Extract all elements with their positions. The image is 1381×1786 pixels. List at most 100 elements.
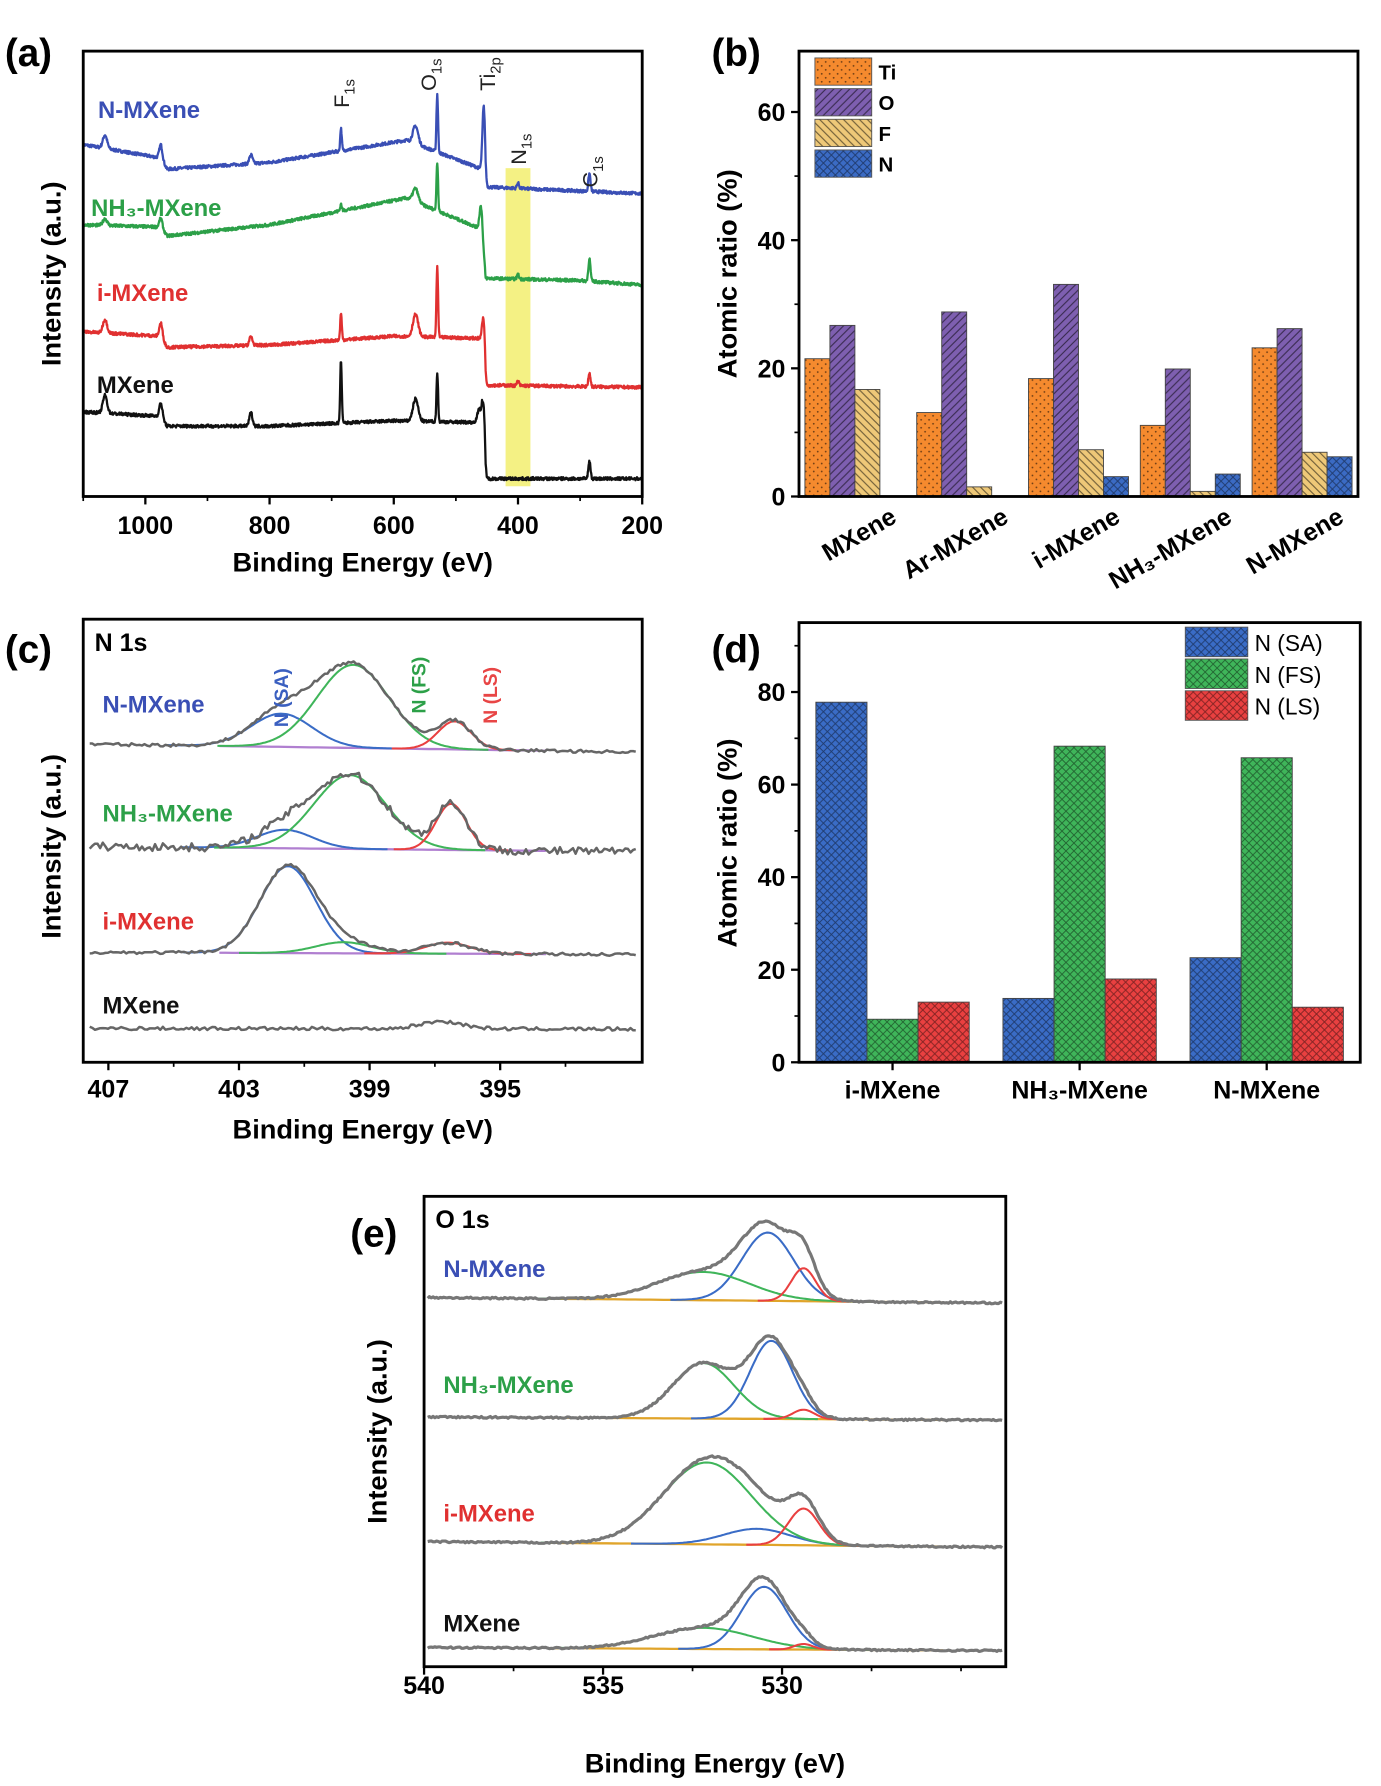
bar-n-fs--1	[1053, 745, 1106, 1063]
panel-label-e: (e)	[350, 1212, 397, 1255]
peak-annotation-element: C	[577, 172, 602, 188]
peak-annotation-orbital: 1s	[520, 134, 536, 150]
legend-swatch	[814, 118, 873, 148]
fit-component-line-2	[757, 1267, 849, 1303]
spectrum-line-2	[427, 1454, 1004, 1550]
legend-label: N (LS)	[1255, 694, 1321, 720]
bar-f-1	[966, 486, 993, 497]
fitted-spectrum-2-plot-frame	[81, 617, 644, 1064]
legend-label: F	[879, 123, 891, 146]
series-label: NH₃-MXene	[103, 800, 233, 827]
x-tick-label: 530	[761, 1672, 803, 1700]
peak-annotation-orbital: 2p	[489, 57, 505, 73]
y-axis-label: Atomic ratio (%)	[712, 169, 743, 378]
bar-f-2	[1078, 449, 1104, 497]
fit-component-line-2	[769, 1642, 838, 1651]
fit-component-line-1	[239, 941, 447, 955]
spectrum-line-3	[426, 1575, 1003, 1653]
x-tick-label: 403	[218, 1076, 260, 1104]
peak-annotation-orbital: 1s	[591, 156, 607, 172]
fit-component-line-0	[180, 828, 388, 851]
bar-n-sa--2	[1189, 957, 1242, 1063]
peak-annotation-element: Ti	[475, 74, 500, 91]
fit-component-line-1	[217, 663, 489, 751]
component-label: N (LS)	[481, 667, 502, 724]
peak-annotation: N1s	[506, 134, 536, 165]
series-label: MXene	[443, 1610, 520, 1637]
y-tick-label: 80	[758, 679, 786, 707]
fit-component-line-0	[691, 1339, 851, 1421]
bar-o-0	[829, 324, 856, 497]
y-tick-label: 0	[771, 484, 785, 512]
x-tick-label: 600	[373, 512, 415, 540]
panel-label-d: (d)	[712, 628, 761, 671]
legend-label: N (FS)	[1255, 662, 1322, 688]
series-label: N-MXene	[98, 97, 200, 124]
x-tick-label: 395	[479, 1076, 521, 1104]
x-tick-label: 399	[349, 1076, 391, 1104]
peak-annotation-orbital: 1s	[430, 58, 446, 74]
x-tick-label: 407	[88, 1076, 130, 1104]
survey-plot-frame	[81, 49, 644, 498]
legend-label: O	[879, 92, 895, 115]
n1s-highlight-band	[505, 168, 531, 487]
bar-ti-0	[804, 358, 831, 497]
bar-n-fs--0	[866, 1018, 919, 1063]
bar-ti-4	[1251, 347, 1278, 497]
x-tick-label: 400	[497, 512, 539, 540]
spectrum-line-2	[82, 264, 643, 390]
fit-component-line-0	[670, 1231, 864, 1303]
fit-component-line-0	[183, 865, 391, 955]
series-label: i-MXene	[443, 1500, 534, 1527]
x-tick-label: 800	[249, 512, 291, 540]
bar-n-fs--2	[1240, 757, 1293, 1063]
panel-label-b: (b)	[712, 32, 761, 75]
x-axis-label: Binding Energy (eV)	[233, 1113, 493, 1144]
category-label: N-MXene	[1213, 1077, 1320, 1105]
bar-n-ls--2	[1291, 1006, 1344, 1063]
bar-chart-3-plot-frame	[797, 621, 1362, 1064]
fitted-spectrum-4-plot-frame	[422, 1194, 1008, 1669]
bar-f-0	[854, 389, 881, 497]
component-label: N (FS)	[409, 657, 430, 714]
x-tick-label: 200	[621, 512, 663, 540]
spectrum-line-2	[89, 862, 637, 957]
legend-label: N	[879, 154, 894, 177]
series-label: i-MXene	[103, 908, 194, 935]
category-label: i-MXene	[845, 1077, 941, 1105]
y-axis-label: Atomic ratio (%)	[712, 739, 743, 948]
y-tick-label: 20	[758, 957, 786, 985]
legend-label: N (SA)	[1255, 630, 1323, 656]
bar-n-ls--0	[917, 1001, 970, 1063]
legend-swatch	[814, 88, 873, 117]
y-tick-label: 60	[758, 772, 786, 800]
series-label: N-MXene	[103, 691, 205, 718]
peak-annotation-element: F	[329, 95, 354, 108]
peak-annotation-element: O	[416, 74, 441, 91]
legend-swatch	[814, 149, 873, 178]
bar-f-4	[1301, 451, 1328, 497]
y-tick-label: 60	[758, 99, 786, 127]
y-axis-label: Intensity (a.u.)	[36, 754, 67, 939]
legend-swatch	[814, 57, 873, 86]
spectrum-line-0	[82, 92, 643, 196]
y-axis-label: Intensity (a.u.)	[36, 181, 67, 366]
category-label: NH₃-MXene	[1104, 502, 1236, 595]
fit-component-line-2	[763, 1408, 843, 1421]
fit-component-line-1	[588, 1361, 818, 1421]
series-label: NH₃-MXene	[91, 195, 221, 222]
x-tick-label: 540	[403, 1672, 445, 1700]
category-label: Ar-MXene	[898, 502, 1013, 585]
category-label: MXene	[817, 502, 901, 567]
y-tick-label: 40	[758, 864, 786, 892]
bar-chart-1-plot-frame	[797, 49, 1360, 498]
peak-annotation: F1s	[329, 79, 359, 108]
x-tick-label: 1000	[118, 512, 174, 540]
y-tick-label: 0	[771, 1049, 785, 1077]
category-label: NH₃-MXene	[1011, 1077, 1148, 1105]
bar-n-2	[1103, 476, 1129, 497]
series-label: i-MXene	[97, 280, 188, 307]
bar-o-3	[1164, 368, 1191, 497]
bar-ti-3	[1139, 424, 1166, 497]
